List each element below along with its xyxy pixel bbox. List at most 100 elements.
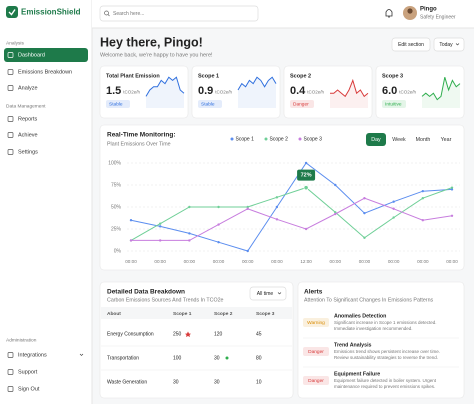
status-label: Intuitive — [385, 101, 402, 107]
nav-icon — [7, 386, 14, 392]
cell-number: 250 — [173, 331, 182, 337]
alert-description: Equipment failure detected in boiler sys… — [334, 378, 437, 383]
nav-icon — [7, 352, 14, 358]
nav-item[interactable]: Integrations — [18, 352, 47, 358]
kpi-unit: tCO2e/h — [307, 90, 324, 95]
search-placeholder: Search here... — [113, 11, 144, 17]
chevron — [455, 43, 460, 46]
section-label: Data Management — [6, 103, 46, 109]
kpi-title: Scope 1 — [198, 73, 219, 79]
point — [158, 239, 162, 242]
tab[interactable]: Week — [392, 137, 406, 143]
legend-label: Scope 3 — [304, 137, 323, 143]
kpi-value: 0.4 — [290, 85, 306, 97]
alert-badge — [303, 376, 329, 385]
nav-icon — [7, 369, 14, 375]
point — [246, 205, 249, 209]
point — [304, 227, 308, 231]
point — [450, 186, 454, 189]
sparkline-area — [422, 77, 460, 108]
status-label: Danger — [293, 101, 309, 107]
y-tick-label: 25% — [111, 226, 122, 232]
legend-dot — [298, 137, 302, 141]
x-tick-label: 00:00 — [242, 259, 254, 264]
nav-item[interactable]: Reports — [18, 116, 38, 122]
date-button[interactable] — [433, 37, 465, 52]
x-tick-label: 00:00 — [213, 259, 225, 264]
point — [421, 189, 425, 193]
series-line — [130, 187, 453, 241]
nav-icon — [7, 85, 14, 91]
tab[interactable]: Month — [416, 137, 431, 143]
point — [304, 161, 308, 165]
nav-item[interactable]: Support — [18, 369, 38, 375]
point — [188, 239, 191, 242]
status-label: Stable — [201, 101, 215, 107]
bell-icon[interactable] — [385, 9, 393, 18]
cell-label: Transportation — [107, 355, 139, 361]
status-badge — [382, 100, 406, 108]
table-title: Detailed Data Breakdown — [107, 289, 185, 296]
trend-indicator — [225, 356, 229, 360]
kpi-unit: tCO2e/h — [215, 90, 232, 95]
sparkline-area — [330, 80, 368, 108]
x-tick-label: 00:00 — [417, 259, 429, 264]
tab[interactable]: Year — [441, 137, 452, 143]
series-line — [130, 162, 453, 252]
cell-number: 10 — [256, 379, 262, 385]
point — [421, 197, 425, 200]
table-header-bg — [101, 307, 292, 319]
edit-button[interactable] — [391, 37, 431, 52]
column-header: Scope 1 — [173, 311, 192, 317]
nav-item[interactable]: Analyze — [18, 85, 38, 91]
section-label: Administration — [6, 337, 37, 343]
nav-item[interactable]: Dashboard — [18, 52, 45, 58]
kpi-title: Total Plant Emission — [106, 73, 160, 79]
column-header: About — [107, 311, 121, 317]
chevron — [277, 292, 282, 295]
alert-title: Trend Analysis — [334, 342, 372, 348]
nav-item[interactable]: Achieve — [18, 132, 38, 138]
cell-number: 30 — [173, 379, 179, 385]
status-badge — [106, 100, 130, 108]
point — [158, 222, 162, 225]
nav-icon — [7, 52, 14, 58]
cell-number: 30 — [214, 379, 220, 385]
user-role: Safety Engineer — [420, 14, 456, 20]
kpi-unit: tCO2e/h — [399, 90, 416, 95]
cell-number: 45 — [256, 331, 262, 337]
x-tick-label: 00:00 — [271, 259, 283, 264]
filter-dropdown[interactable] — [249, 286, 287, 301]
nav-icon — [7, 132, 14, 138]
alert-level: Danger — [308, 378, 324, 384]
alert-level: Warning — [307, 320, 325, 326]
point — [392, 200, 395, 203]
tab[interactable]: Day — [371, 137, 381, 143]
point — [246, 207, 249, 210]
edit-button-label: Edit section — [398, 42, 424, 48]
alert-title: Anomalies Detection — [334, 313, 386, 319]
section-label: Analysis — [6, 40, 24, 46]
nav-item[interactable]: Emissions Breakdown — [18, 69, 72, 75]
chart-subtitle: Plant Emissions Over Time — [107, 141, 171, 147]
x-tick-label: 00:00 — [359, 259, 371, 264]
nav-item[interactable]: Settings — [18, 149, 38, 155]
alert-level: Danger — [308, 349, 324, 355]
nav-icon — [7, 116, 14, 122]
point — [421, 219, 425, 222]
search-box[interactable] — [99, 5, 259, 22]
point — [188, 205, 191, 209]
nav-item[interactable]: Sign Out — [18, 386, 40, 392]
tooltip — [297, 169, 316, 181]
x-tick-label: 00:00 — [446, 259, 458, 264]
alerts-subtitle: Attention To Significant Changes In Emis… — [304, 297, 434, 303]
alert-description: maintenance required to prevent emission… — [334, 384, 435, 389]
tooltip-point — [303, 185, 309, 191]
point — [392, 207, 395, 210]
y-tick-label: 50% — [111, 204, 122, 210]
sparkline — [145, 76, 185, 97]
alert-description: Immediate investigation recommended. — [334, 326, 413, 331]
x-tick-label: 00:00 — [184, 259, 196, 264]
greeting: Hey there, Pingo! — [100, 35, 203, 49]
